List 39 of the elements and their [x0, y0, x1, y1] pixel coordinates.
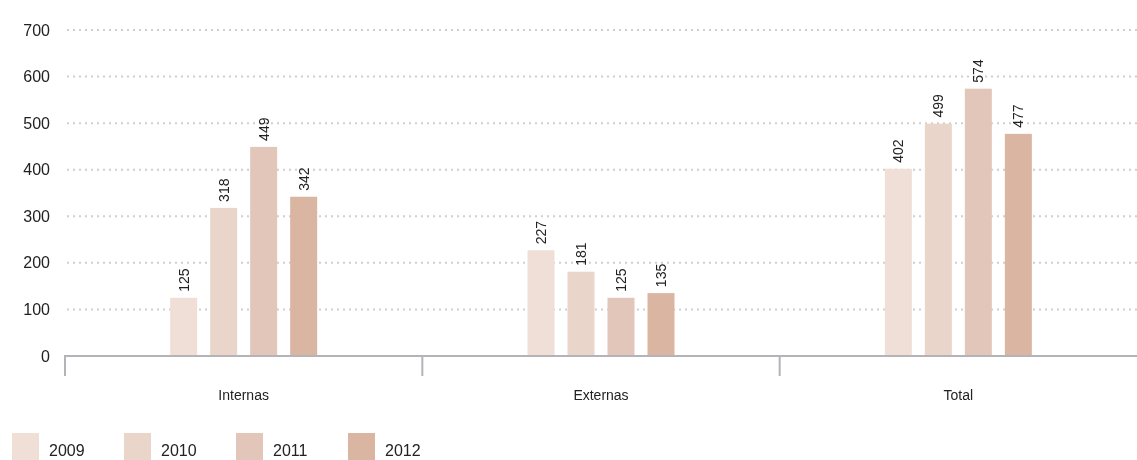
x-tick-label: Externas [573, 387, 629, 403]
y-tick-label: 500 [23, 114, 51, 132]
bar [210, 207, 238, 356]
y-tick-label: 0 [41, 347, 51, 365]
y-tick-label: 600 [23, 68, 51, 86]
legend-label: 2010 [161, 442, 197, 459]
bar [647, 293, 675, 356]
bar [1004, 133, 1032, 356]
data-label: 499 [930, 94, 947, 118]
bar [250, 146, 278, 356]
bar [527, 250, 555, 356]
y-tick-label: 200 [23, 254, 51, 272]
data-label: 342 [295, 167, 312, 191]
legend-label: 2012 [385, 442, 421, 459]
bar [884, 168, 912, 356]
y-tick-label: 100 [23, 301, 51, 319]
bar [567, 271, 595, 356]
bar [607, 297, 635, 356]
x-tick-label: Internas [218, 387, 269, 403]
data-label: 449 [255, 117, 272, 141]
data-label: 181 [573, 242, 589, 266]
data-label: 402 [890, 139, 907, 163]
legend-label: 2011 [273, 442, 308, 459]
bar [290, 196, 318, 356]
y-tick-label: 700 [23, 21, 51, 39]
data-label: 135 [653, 263, 669, 288]
y-tick-label: 400 [23, 161, 51, 179]
x-tick-label: Total [943, 387, 974, 403]
data-label: 574 [970, 59, 987, 83]
legend-label: 2009 [49, 442, 85, 459]
data-label: 477 [1010, 104, 1027, 128]
bar [924, 123, 952, 356]
bar [170, 297, 198, 356]
bar [964, 88, 992, 356]
data-label: 125 [175, 268, 192, 292]
data-label: 227 [533, 220, 549, 245]
data-label: 125 [613, 268, 629, 292]
y-tick-label: 300 [23, 207, 51, 225]
data-label: 318 [215, 178, 232, 202]
